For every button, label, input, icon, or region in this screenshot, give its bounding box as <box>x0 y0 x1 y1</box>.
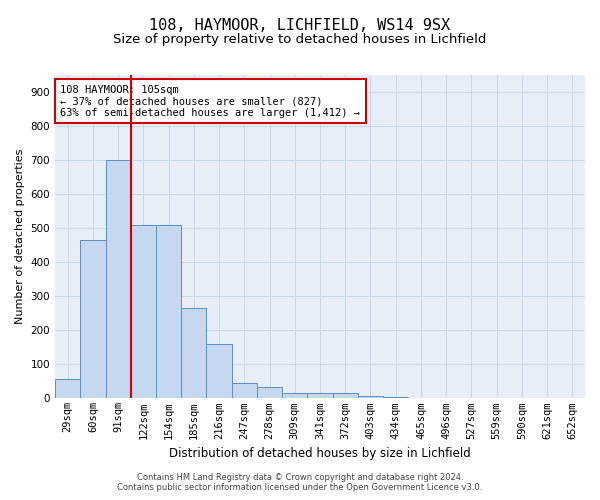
Text: 108 HAYMOOR: 105sqm
← 37% of detached houses are smaller (827)
63% of semi-detac: 108 HAYMOOR: 105sqm ← 37% of detached ho… <box>61 84 361 118</box>
Text: Size of property relative to detached houses in Lichfield: Size of property relative to detached ho… <box>113 32 487 46</box>
Bar <box>307 394 332 398</box>
Bar <box>156 225 181 398</box>
Bar <box>181 308 206 398</box>
Bar <box>131 225 156 398</box>
Bar <box>358 396 383 398</box>
Bar <box>332 394 358 398</box>
Bar <box>55 379 80 398</box>
X-axis label: Distribution of detached houses by size in Lichfield: Distribution of detached houses by size … <box>169 447 471 460</box>
Text: 108, HAYMOOR, LICHFIELD, WS14 9SX: 108, HAYMOOR, LICHFIELD, WS14 9SX <box>149 18 451 32</box>
Bar <box>232 383 257 398</box>
Text: Contains HM Land Registry data © Crown copyright and database right 2024.
Contai: Contains HM Land Registry data © Crown c… <box>118 473 482 492</box>
Y-axis label: Number of detached properties: Number of detached properties <box>15 149 25 324</box>
Bar <box>206 344 232 399</box>
Bar <box>257 388 282 398</box>
Bar <box>106 160 131 398</box>
Bar <box>282 392 307 398</box>
Bar <box>80 240 106 398</box>
